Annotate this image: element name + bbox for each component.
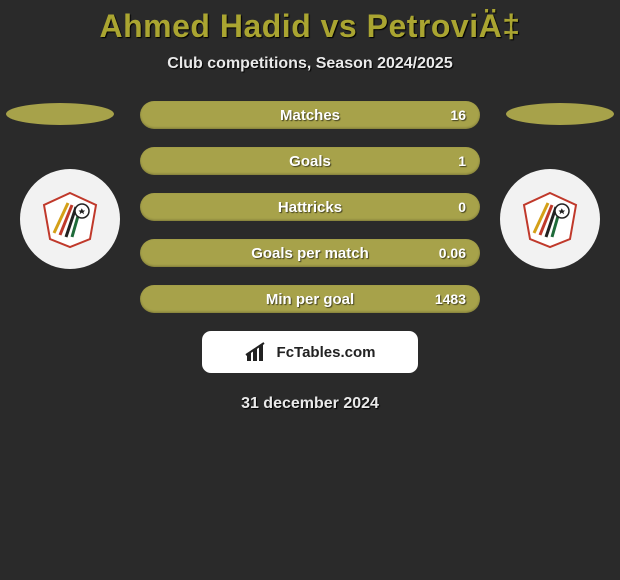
stat-bar: Matches 16 (140, 101, 480, 129)
club-badge-icon (520, 189, 580, 249)
stat-value: 16 (450, 107, 466, 123)
stat-bar: Goals 1 (140, 147, 480, 175)
stat-label: Hattricks (278, 199, 342, 216)
brand-pill[interactable]: FcTables.com (202, 331, 418, 373)
stat-bar: Goals per match 0.06 (140, 239, 480, 267)
snapshot-date: 31 december 2024 (0, 395, 620, 413)
bar-chart-icon (245, 341, 271, 363)
comparison-title: Ahmed Hadid vs PetroviÄ‡ (0, 0, 620, 45)
stat-label: Goals per match (251, 245, 369, 262)
brand-text: FcTables.com (277, 344, 376, 361)
stat-bar: Hattricks 0 (140, 193, 480, 221)
stat-bars: Matches 16 Goals 1 Hattricks 0 Goals per… (140, 101, 480, 313)
comparison-stage: Matches 16 Goals 1 Hattricks 0 Goals per… (0, 101, 620, 413)
right-player-badge (500, 169, 600, 269)
stat-bar: Min per goal 1483 (140, 285, 480, 313)
stat-label: Goals (289, 153, 331, 170)
stat-value: 0 (458, 199, 466, 215)
stat-value: 0.06 (439, 245, 466, 261)
stat-value: 1 (458, 153, 466, 169)
right-shadow-ellipse (506, 103, 614, 125)
left-player-badge (20, 169, 120, 269)
club-badge-icon (40, 189, 100, 249)
stat-label: Matches (280, 107, 340, 124)
comparison-subtitle: Club competitions, Season 2024/2025 (0, 55, 620, 73)
stat-label: Min per goal (266, 291, 354, 308)
stat-value: 1483 (435, 291, 466, 307)
left-shadow-ellipse (6, 103, 114, 125)
